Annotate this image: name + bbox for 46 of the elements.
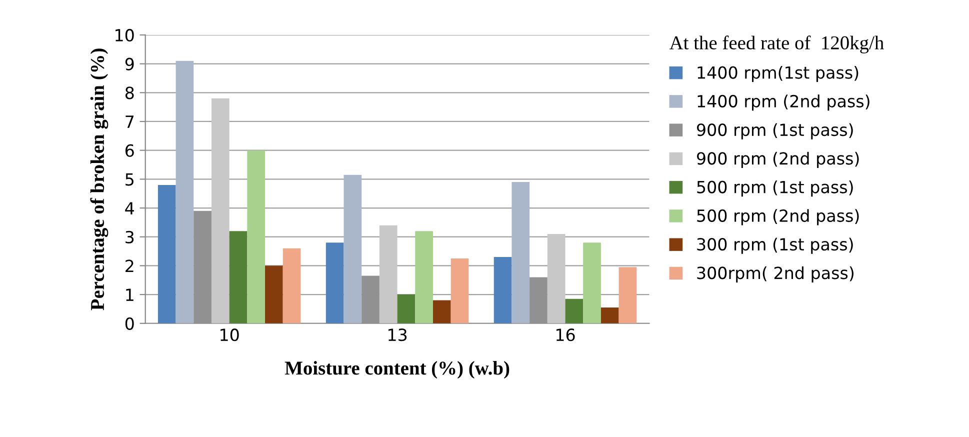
y-tick-label: 4 <box>125 202 134 214</box>
bar <box>565 298 584 324</box>
y-tick-label: 0 <box>125 317 134 330</box>
bar <box>265 266 283 324</box>
legend-label: 500 rpm (2nd pass) <box>697 209 859 226</box>
y-tick-label: 9 <box>125 58 134 70</box>
bar <box>158 184 176 324</box>
y-tick-label: 5 <box>126 173 134 186</box>
legend-label: 500 rpm (1st pass) <box>697 180 853 197</box>
y-axis-title: Percentage of broken grain (%) <box>90 48 108 310</box>
x-tick-label: 16 <box>556 328 575 342</box>
y-tick-label: 1 <box>126 288 134 301</box>
y-tick-label: 10 <box>116 28 134 42</box>
bar <box>344 174 362 324</box>
y-tick-label: 3 <box>126 230 134 244</box>
bar <box>583 242 601 324</box>
bar <box>326 242 344 324</box>
bar <box>397 294 416 324</box>
y-tick-label: 6 <box>125 144 134 157</box>
bar <box>211 98 230 324</box>
y-tick-label: 2 <box>126 260 134 272</box>
bar <box>176 60 194 324</box>
bar <box>618 267 637 324</box>
x-axis-title: Moisture content (%) (w.b) <box>284 361 510 379</box>
bar <box>282 248 301 324</box>
bar <box>229 231 248 324</box>
bar <box>432 300 451 324</box>
legend-label: 900 rpm (2nd pass) <box>696 152 859 168</box>
legend-label: 1400 rpm (2nd pass) <box>698 94 870 111</box>
bar <box>512 182 530 324</box>
legend-label: 300rpm( 2nd pass) <box>697 266 854 282</box>
legend-label: 300 rpm (1st pass) <box>697 238 853 254</box>
legend-label: 900 rpm (1st pass) <box>696 123 853 140</box>
x-tick-label: 13 <box>388 328 407 342</box>
bar <box>247 150 266 324</box>
legend-label: 1400 rpm(1st pass) <box>698 66 858 82</box>
y-tick-label: 8 <box>125 86 134 100</box>
y-tick-label: 7 <box>126 116 134 128</box>
bar <box>450 258 469 324</box>
bar <box>547 234 566 324</box>
bar <box>600 308 619 324</box>
x-tick-label: 10 <box>220 328 239 342</box>
bar <box>494 257 512 324</box>
bar <box>415 231 433 324</box>
legend-title: At the feed rate of 120kg/h <box>669 36 884 54</box>
bar <box>379 225 398 324</box>
